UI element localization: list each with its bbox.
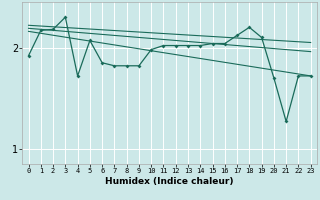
X-axis label: Humidex (Indice chaleur): Humidex (Indice chaleur) xyxy=(105,177,234,186)
